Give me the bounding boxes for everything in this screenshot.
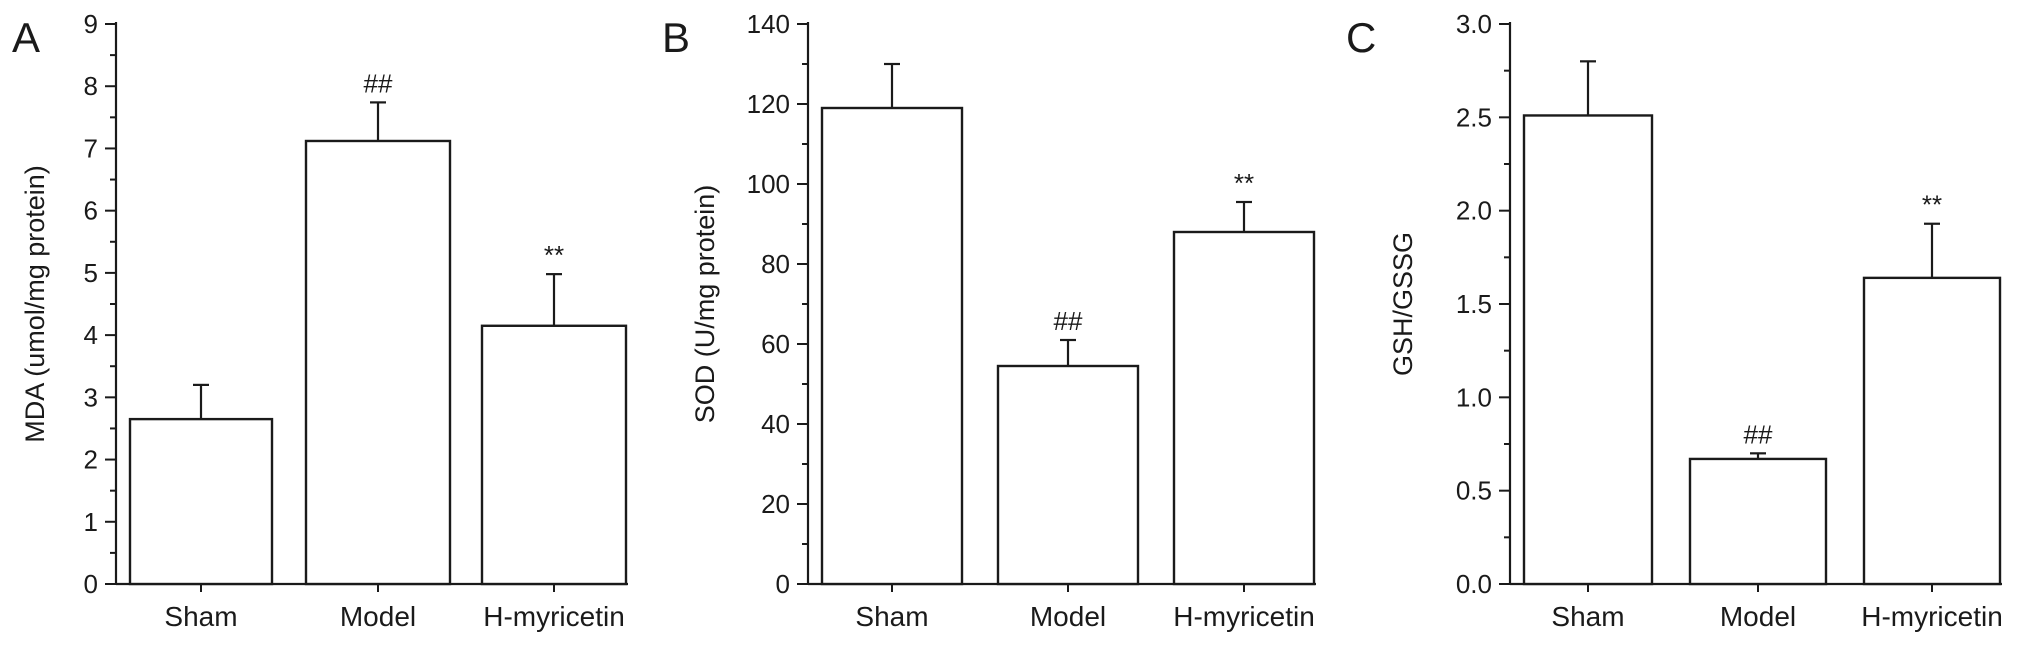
bar-h-myricetin: [480, 324, 628, 586]
y-tick-label: 2.5: [1456, 102, 1492, 132]
category-label: H-myricetin: [1861, 601, 2003, 632]
y-tick-label: 0.5: [1456, 476, 1492, 506]
bar-model: [304, 139, 452, 586]
y-tick-label: 6: [84, 196, 98, 226]
y-tick-label: 4: [84, 320, 98, 350]
y-axis-label: MDA (umol/mg protein): [20, 165, 50, 443]
significance-marker: ##: [1744, 419, 1773, 449]
y-tick-label: 1: [84, 507, 98, 537]
panel-letter: B: [662, 14, 690, 61]
category-label: Model: [340, 601, 416, 632]
bar-sham: [820, 106, 964, 586]
significance-marker: ##: [364, 68, 393, 98]
category-label: H-myricetin: [1173, 601, 1315, 632]
panel-letter: C: [1346, 14, 1376, 61]
y-tick-label: 3: [84, 382, 98, 412]
bar-sham: [128, 417, 274, 586]
y-tick-label: 7: [84, 133, 98, 163]
y-tick-label: 5: [84, 258, 98, 288]
category-label: Model: [1030, 601, 1106, 632]
bar-h-myricetin: [1172, 230, 1316, 586]
y-tick-label: 8: [84, 71, 98, 101]
y-tick-label: 120: [747, 89, 790, 119]
y-tick-label: 0: [84, 569, 98, 599]
y-tick-label: 140: [747, 9, 790, 39]
bar-model: [996, 364, 1140, 586]
y-axis-label: GSH/GSSG: [1388, 232, 1418, 376]
y-tick-label: 40: [761, 409, 790, 439]
category-label: Sham: [1551, 601, 1624, 632]
y-tick-label: 2.0: [1456, 196, 1492, 226]
y-tick-label: 9: [84, 9, 98, 39]
y-tick-label: 1.5: [1456, 289, 1492, 319]
significance-marker: **: [1234, 168, 1254, 198]
y-tick-label: 60: [761, 329, 790, 359]
category-label: Model: [1720, 601, 1796, 632]
y-tick-label: 20: [761, 489, 790, 519]
y-tick-label: 1.0: [1456, 382, 1492, 412]
category-label: Sham: [164, 601, 237, 632]
panel-letter: A: [12, 14, 40, 61]
y-tick-label: 2: [84, 445, 98, 475]
significance-marker: **: [544, 240, 564, 270]
y-axis-label: SOD (U/mg protein): [690, 185, 720, 424]
y-tick-label: 0.0: [1456, 569, 1492, 599]
bar-h-myricetin: [1862, 276, 2002, 586]
significance-marker: ##: [1054, 306, 1083, 336]
bar-sham: [1522, 114, 1654, 586]
category-label: Sham: [855, 601, 928, 632]
significance-marker: **: [1922, 190, 1942, 220]
y-tick-label: 100: [747, 169, 790, 199]
bar-model: [1688, 457, 1828, 586]
y-tick-label: 3.0: [1456, 9, 1492, 39]
category-label: H-myricetin: [483, 601, 625, 632]
y-tick-label: 80: [761, 249, 790, 279]
y-tick-label: 0: [776, 569, 790, 599]
